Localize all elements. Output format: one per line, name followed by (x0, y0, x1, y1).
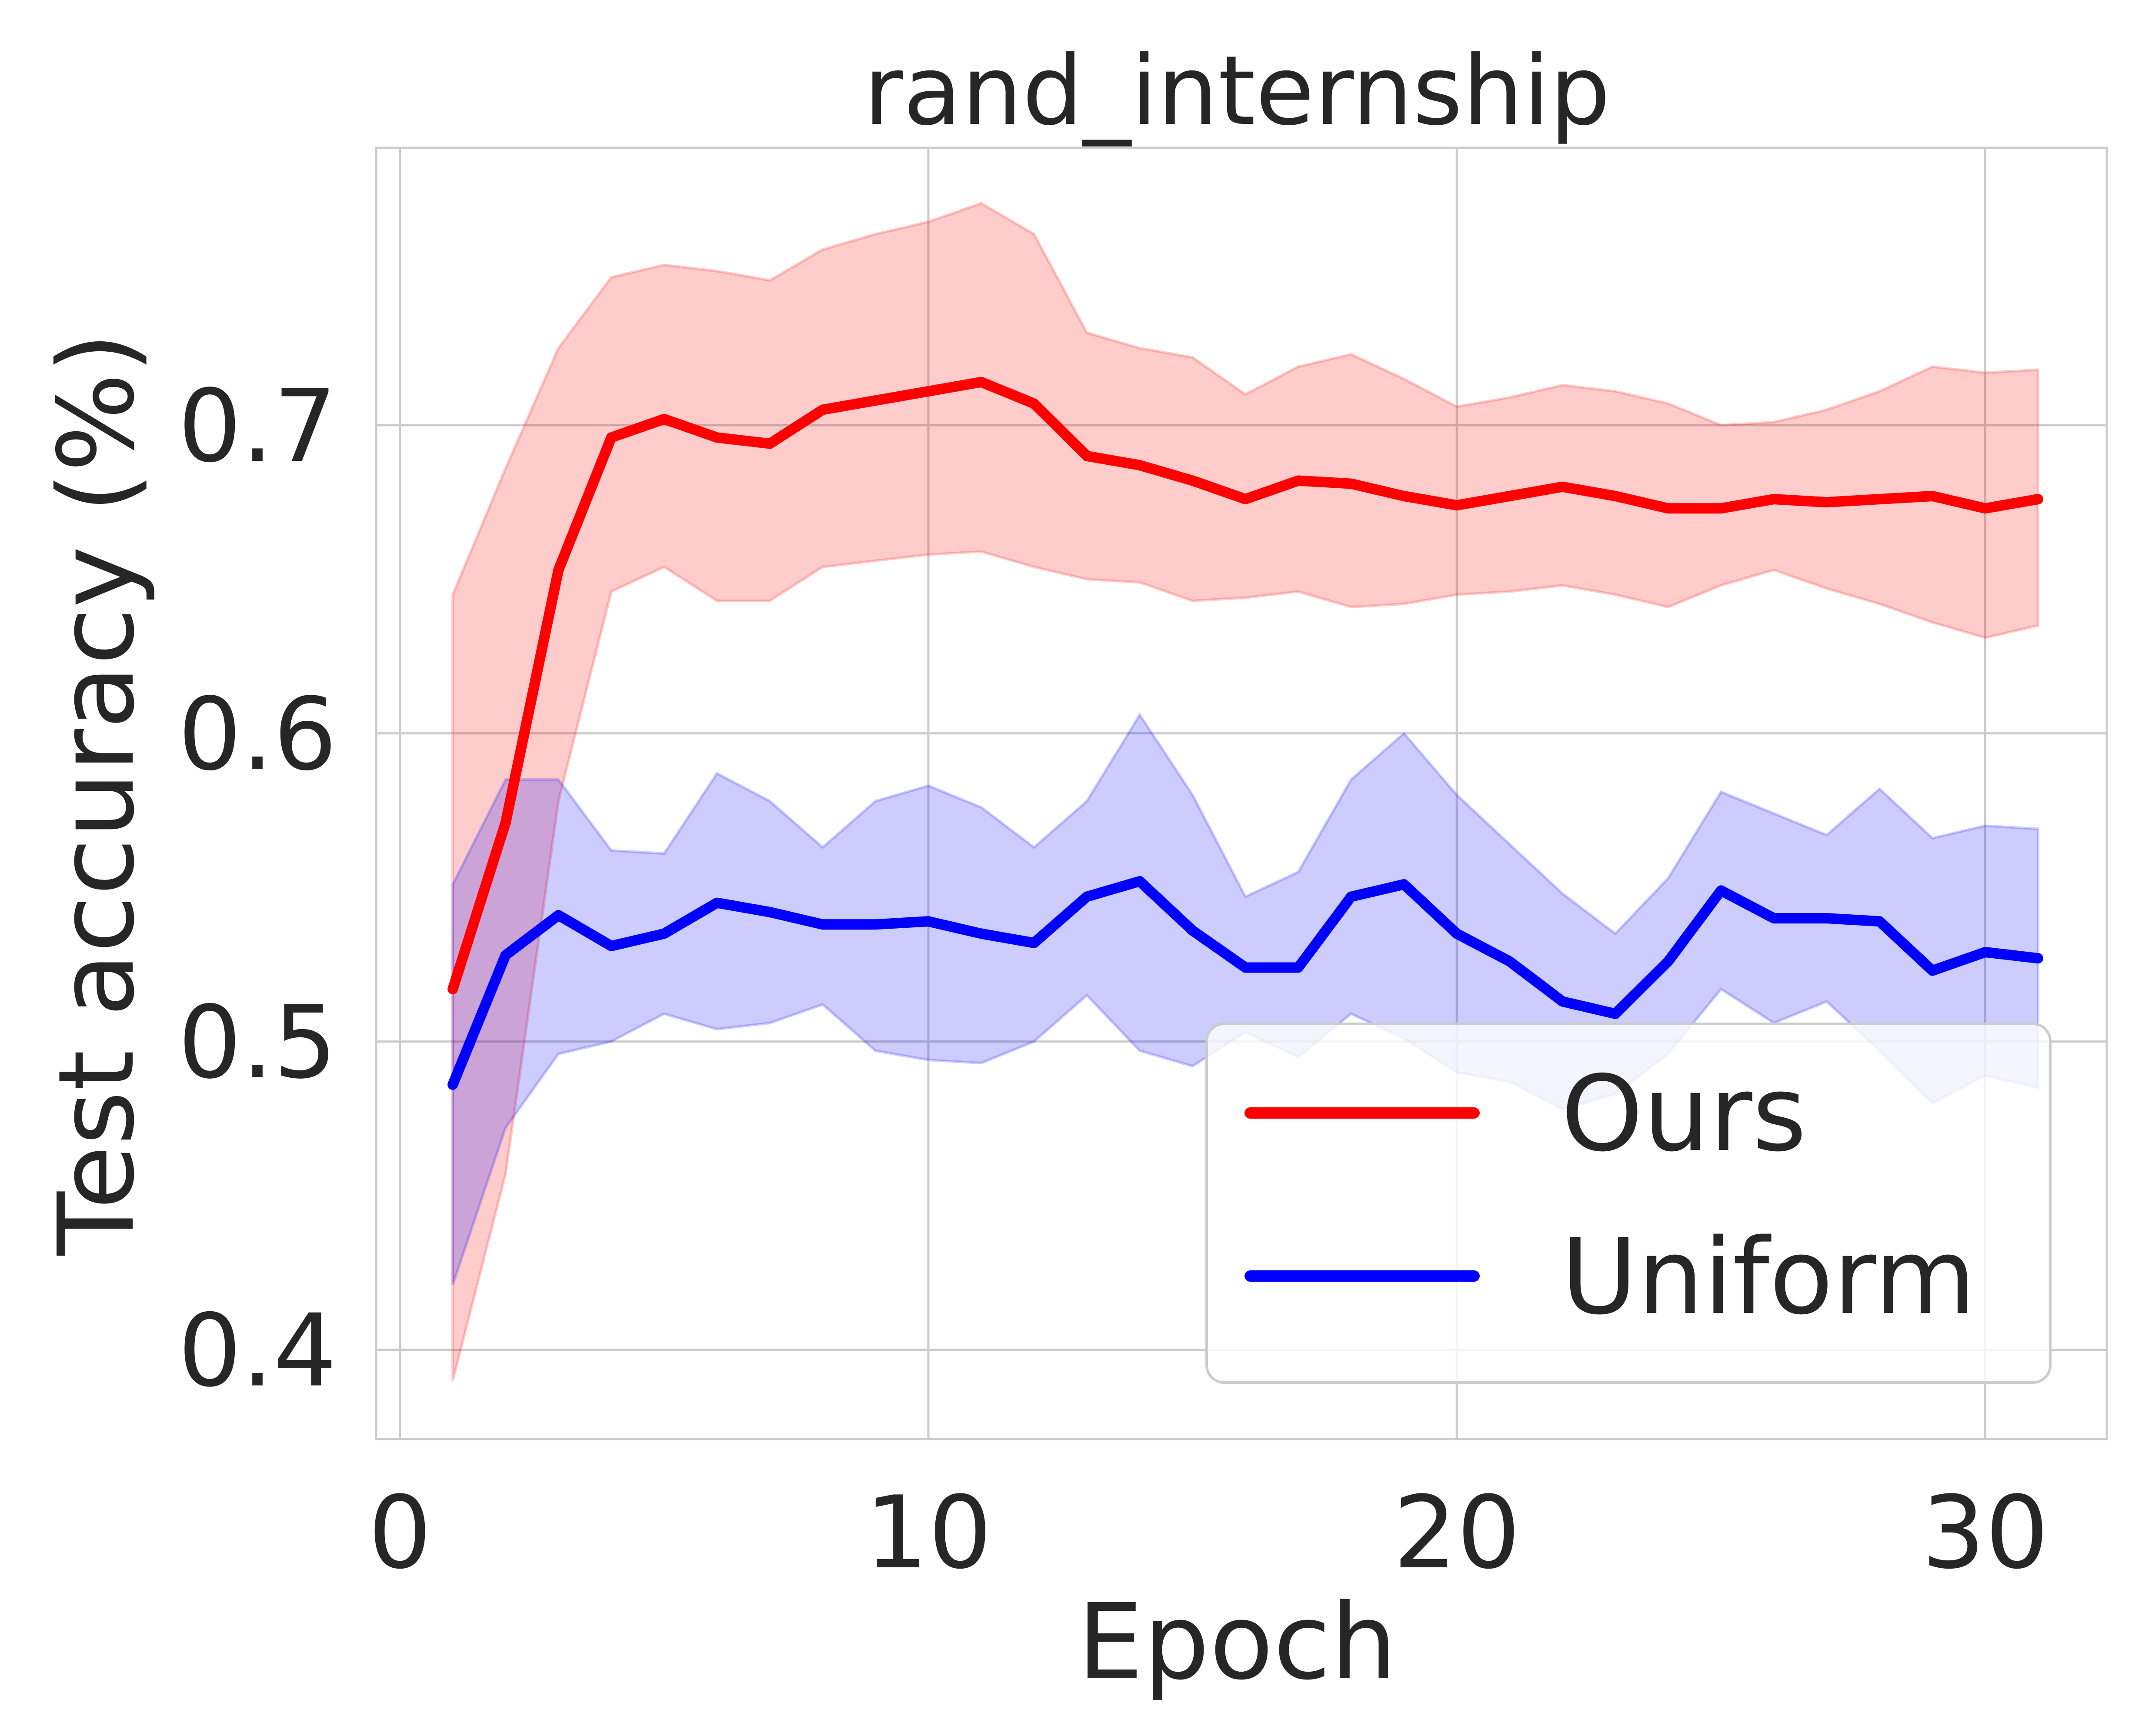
line-ours (447, 377, 2043, 995)
legend-label-uniform: Uniform (1561, 1216, 1976, 1338)
legend: Ours Uniform (1205, 1023, 2052, 1384)
plot-frame (375, 147, 2108, 1440)
x-tick-label: 10 (865, 1475, 992, 1591)
x-tick-labels: 0 10 20 30 (368, 1475, 2049, 1591)
x-tick-label: 20 (1393, 1475, 1521, 1591)
chart-title: rand_internship (864, 35, 1610, 147)
x-tick-label: 30 (1922, 1475, 2049, 1591)
series-lines (447, 377, 2043, 1090)
y-axis-label: Test accuracy (%) (36, 332, 157, 1256)
legend-label-ours: Ours (1561, 1053, 1807, 1175)
x-axis-label: Epoch (1078, 1581, 1397, 1703)
y-tick-label: 0.7 (178, 369, 337, 485)
line-uniform (447, 876, 2043, 1090)
x-tick-label: 0 (368, 1475, 432, 1591)
y-tick-label: 0.4 (178, 1293, 337, 1409)
y-tick-labels: 0.4 0.5 0.6 0.7 (178, 369, 337, 1409)
y-tick-label: 0.5 (178, 985, 337, 1101)
y-tick-label: 0.6 (178, 677, 337, 793)
